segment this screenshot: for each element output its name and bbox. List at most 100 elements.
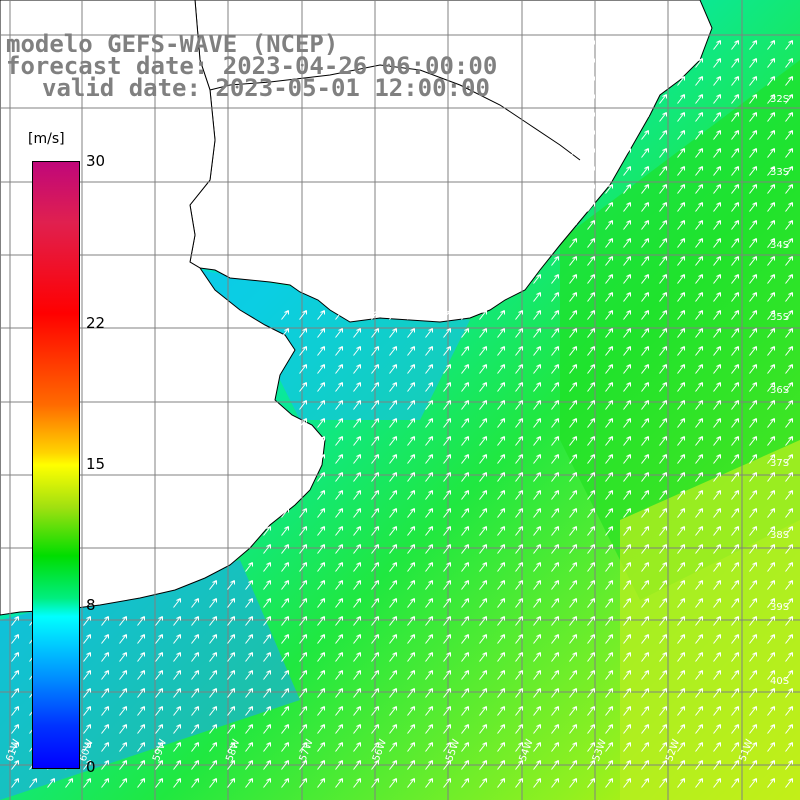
wind-arrow xyxy=(551,274,559,284)
wind-arrow xyxy=(749,274,757,284)
wind-arrow xyxy=(443,472,451,482)
wind-arrow xyxy=(407,598,415,608)
wind-arrow xyxy=(101,760,109,770)
wind-arrow xyxy=(659,148,667,158)
wind-arrow xyxy=(749,58,757,68)
wind-arrow xyxy=(371,508,379,518)
wind-arrow xyxy=(479,418,487,428)
wind-arrow xyxy=(713,220,721,230)
wind-arrow xyxy=(695,94,703,104)
wind-arrow xyxy=(551,346,559,356)
wind-arrow xyxy=(209,778,217,788)
wind-arrow xyxy=(389,688,397,698)
wind-arrow xyxy=(425,652,433,662)
wind-arrow xyxy=(209,688,217,698)
wind-arrow xyxy=(317,400,325,410)
wind-arrow xyxy=(335,652,343,662)
wind-arrow xyxy=(389,634,397,644)
wind-arrow xyxy=(641,310,649,320)
wind-arrow xyxy=(515,400,523,410)
wind-arrow xyxy=(731,742,739,752)
wind-arrow xyxy=(137,724,145,734)
wind-arrow xyxy=(623,760,631,770)
wind-arrow xyxy=(425,616,433,626)
wind-arrow xyxy=(119,616,127,626)
wind-arrow xyxy=(227,634,235,644)
wind-arrow xyxy=(515,544,523,554)
wind-arrow xyxy=(767,148,775,158)
wind-arrow xyxy=(587,778,595,788)
wind-arrow xyxy=(785,184,793,194)
wind-arrow xyxy=(245,688,253,698)
wind-arrow xyxy=(713,742,721,752)
wind-arrow xyxy=(785,310,793,320)
wind-arrow xyxy=(263,706,271,716)
wind-arrow xyxy=(389,364,397,374)
wind-arrow xyxy=(353,616,361,626)
wind-arrow xyxy=(551,580,559,590)
wind-arrow xyxy=(569,670,577,680)
wind-arrow xyxy=(749,454,757,464)
wind-arrow xyxy=(785,760,793,770)
wind-arrow xyxy=(605,112,613,122)
wind-arrow xyxy=(335,706,343,716)
wind-arrow xyxy=(785,256,793,266)
wind-arrow xyxy=(371,526,379,536)
wind-arrow xyxy=(695,688,703,698)
wind-arrow xyxy=(623,562,631,572)
wind-arrow xyxy=(389,508,397,518)
wind-arrow xyxy=(569,40,577,50)
wind-arrow xyxy=(587,148,595,158)
wind-arrow xyxy=(587,364,595,374)
wind-arrow xyxy=(749,256,757,266)
wind-arrow xyxy=(767,598,775,608)
wind-arrow xyxy=(461,454,469,464)
wind-arrow xyxy=(281,616,289,626)
wind-arrow xyxy=(641,220,649,230)
wind-arrow xyxy=(335,670,343,680)
wind-arrow xyxy=(785,166,793,176)
wind-arrow xyxy=(353,598,361,608)
wind-arrow xyxy=(587,580,595,590)
wind-arrow xyxy=(659,454,667,464)
wind-arrow xyxy=(407,580,415,590)
wind-arrow xyxy=(227,670,235,680)
wind-arrow xyxy=(425,526,433,536)
wind-arrow xyxy=(623,490,631,500)
wind-arrow xyxy=(551,688,559,698)
wind-arrow xyxy=(605,706,613,716)
wind-arrow xyxy=(695,490,703,500)
wind-arrow xyxy=(299,400,307,410)
wind-arrow xyxy=(83,724,91,734)
wind-arrow xyxy=(371,310,379,320)
wind-arrow xyxy=(641,742,649,752)
wind-arrow xyxy=(335,598,343,608)
wind-arrow xyxy=(317,580,325,590)
latitude-label: 40S xyxy=(770,676,789,687)
wind-arrow xyxy=(497,418,505,428)
wind-arrow xyxy=(569,634,577,644)
wind-arrow xyxy=(425,472,433,482)
wind-arrow xyxy=(785,400,793,410)
wind-arrow xyxy=(317,634,325,644)
wind-arrow xyxy=(587,526,595,536)
wind-arrow xyxy=(245,706,253,716)
wind-arrow xyxy=(479,706,487,716)
wind-arrow xyxy=(515,328,523,338)
wind-arrow xyxy=(749,544,757,554)
wind-arrow xyxy=(677,364,685,374)
wind-arrow xyxy=(749,634,757,644)
wind-arrow xyxy=(659,274,667,284)
wind-arrow xyxy=(785,778,793,788)
wind-arrow xyxy=(623,382,631,392)
wind-arrow xyxy=(335,526,343,536)
wind-arrow xyxy=(371,706,379,716)
wind-arrow xyxy=(713,562,721,572)
wind-arrow xyxy=(767,544,775,554)
wind-arrow xyxy=(407,418,415,428)
wind-arrow xyxy=(227,742,235,752)
land xyxy=(0,0,713,616)
wind-arrow xyxy=(587,418,595,428)
wind-arrow xyxy=(191,706,199,716)
wind-arrow xyxy=(209,706,217,716)
